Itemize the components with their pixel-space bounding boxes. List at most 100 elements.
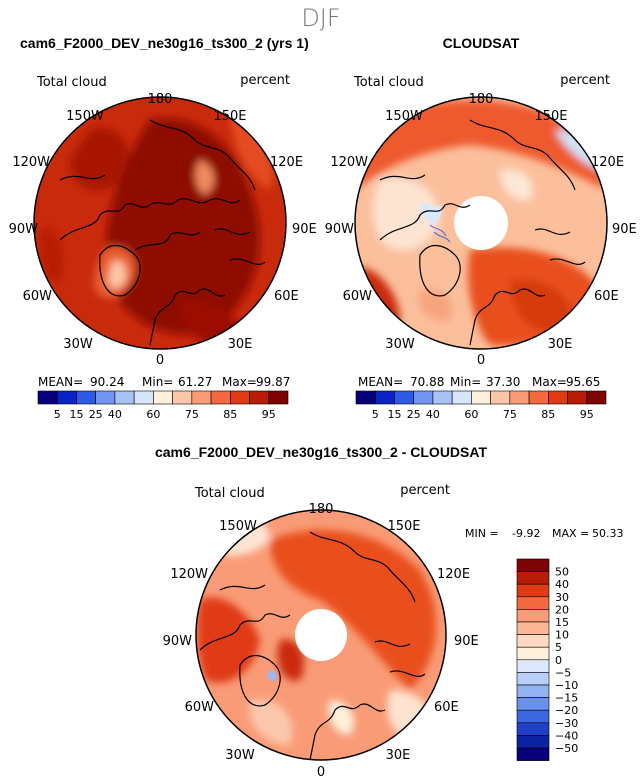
colorbar-tick-label: 5 xyxy=(372,408,379,421)
lon-label: 90W xyxy=(163,634,193,649)
colorbar-swatch xyxy=(268,390,289,405)
colorbar-swatch xyxy=(490,390,511,405)
lon-label: 30E xyxy=(386,748,411,763)
lon-label: 60W xyxy=(23,289,53,304)
panel-model-map xyxy=(34,97,286,349)
colorbar-tick-label: 40 xyxy=(555,578,569,591)
colorbar-tick-label: 25 xyxy=(89,408,103,421)
panel-obs-mean-label: MEAN= xyxy=(358,375,403,389)
colorbar-swatch xyxy=(95,390,116,405)
lon-label: 150W xyxy=(385,109,423,124)
colorbar-swatch xyxy=(516,558,550,572)
panel-diff: cam6_F2000_DEV_ne30g16_ts300_2 - CLOUDSA… xyxy=(155,444,624,780)
colorbar-swatch xyxy=(516,697,550,711)
panel-obs-min: 37.30 xyxy=(486,375,520,389)
panel-model-colorbar: 5 15 25 40 60 75 85 95 xyxy=(37,390,289,421)
panel-model-mean: 90.24 xyxy=(90,375,124,389)
lon-label: 180 xyxy=(148,92,173,107)
colorbar-tick-label: 75 xyxy=(185,408,199,421)
colorbar-swatch xyxy=(451,390,472,405)
panel-diff-max-label: MAX = xyxy=(552,527,589,540)
colorbar-swatch xyxy=(516,709,550,724)
panel-model-max-label: Max= xyxy=(222,375,257,389)
colorbar-swatch xyxy=(76,390,96,405)
colorbar-tick-label: 5 xyxy=(555,641,562,654)
lon-label: 30E xyxy=(548,337,573,352)
lon-label: 0 xyxy=(156,353,164,368)
colorbar-swatch xyxy=(374,390,395,405)
colorbar-swatch xyxy=(114,390,135,405)
colorbar-swatch xyxy=(230,390,250,405)
lon-label: 120W xyxy=(330,155,368,170)
colorbar-tick-label: 75 xyxy=(503,408,517,421)
colorbar-swatch xyxy=(509,390,530,405)
colorbar-swatch xyxy=(153,390,173,405)
panel-model: cam6_F2000_DEV_ne30g16_ts300_2 (yrs 1) T… xyxy=(9,35,317,421)
panel-obs-max: 95.65 xyxy=(566,375,600,389)
panel-diff-variable: Total cloud xyxy=(194,486,265,501)
panel-diff-units: percent xyxy=(400,483,450,498)
lon-label: 30W xyxy=(63,337,93,352)
panel-obs-title: CLOUDSAT xyxy=(443,35,520,51)
lon-label: 30E xyxy=(228,337,253,352)
colorbar-swatch xyxy=(516,672,550,686)
panel-obs-mean: 70.88 xyxy=(410,375,444,389)
lon-label: 180 xyxy=(309,502,334,517)
panel-diff-min-label: MIN = xyxy=(465,527,499,540)
colorbar-swatch xyxy=(516,634,550,648)
colorbar-swatch xyxy=(516,747,550,761)
colorbar-swatch xyxy=(191,390,212,405)
lon-label: 180 xyxy=(469,92,494,107)
lon-label: 150W xyxy=(66,109,104,124)
panel-obs-variable: Total cloud xyxy=(353,75,424,90)
colorbar-tick-label: −40 xyxy=(555,729,578,742)
lon-label: 60E xyxy=(274,289,299,304)
panel-diff-min: -9.92 xyxy=(512,527,540,540)
colorbar-swatch xyxy=(394,390,414,405)
lon-label: 60W xyxy=(343,289,373,304)
lon-label: 90W xyxy=(325,222,355,237)
colorbar-tick-label: −15 xyxy=(555,692,578,705)
colorbar-tick-label: −30 xyxy=(555,717,578,730)
colorbar-tick-label: 20 xyxy=(555,603,569,616)
colorbar-tick-label: −5 xyxy=(555,666,571,679)
colorbar-tick-label: −20 xyxy=(555,704,578,717)
panel-obs-max-label: Max= xyxy=(532,375,567,389)
colorbar-swatch xyxy=(516,646,550,661)
colorbar-tick-label: −50 xyxy=(555,742,578,755)
lon-label: 120W xyxy=(12,155,50,170)
colorbar-tick-label: 15 xyxy=(69,408,83,421)
lon-label: 90E xyxy=(612,222,637,237)
lon-label: 120W xyxy=(170,567,208,582)
panel-model-units: percent xyxy=(240,73,290,88)
panel-model-min: 61.27 xyxy=(178,375,212,389)
panel-model-mean-label: MEAN= xyxy=(38,375,83,389)
colorbar-tick-label: 40 xyxy=(426,408,440,421)
colorbar-swatch xyxy=(516,621,550,635)
colorbar-tick-label: 0 xyxy=(555,654,562,667)
colorbar-tick-label: 40 xyxy=(108,408,122,421)
colorbar-swatch xyxy=(249,390,270,405)
panel-obs-colorbar: 5 15 25 40 60 75 85 95 xyxy=(355,390,607,421)
lon-label: 60W xyxy=(185,700,215,715)
colorbar-tick-label: 85 xyxy=(223,408,237,421)
panel-model-title: cam6_F2000_DEV_ne30g16_ts300_2 (yrs 1) xyxy=(20,35,309,51)
panel-model-min-label: Min= xyxy=(142,375,173,389)
season-title: DJF xyxy=(301,4,340,32)
panel-model-max: 99.87 xyxy=(256,375,290,389)
colorbar-swatch xyxy=(56,390,77,405)
colorbar-swatch xyxy=(133,390,154,405)
colorbar-tick-label: 15 xyxy=(387,408,401,421)
colorbar-swatch xyxy=(37,390,58,405)
colorbar-swatch xyxy=(413,390,434,405)
colorbar-tick-label: 50 xyxy=(555,566,569,579)
panel-diff-max: 50.33 xyxy=(592,527,624,540)
colorbar-tick-label: 10 xyxy=(555,629,569,642)
colorbar-tick-label: 15 xyxy=(555,616,569,629)
lon-label: 120E xyxy=(437,567,470,582)
colorbar-tick-label: 85 xyxy=(541,408,555,421)
colorbar-swatch xyxy=(586,390,607,405)
lon-label: 150E xyxy=(213,109,246,124)
